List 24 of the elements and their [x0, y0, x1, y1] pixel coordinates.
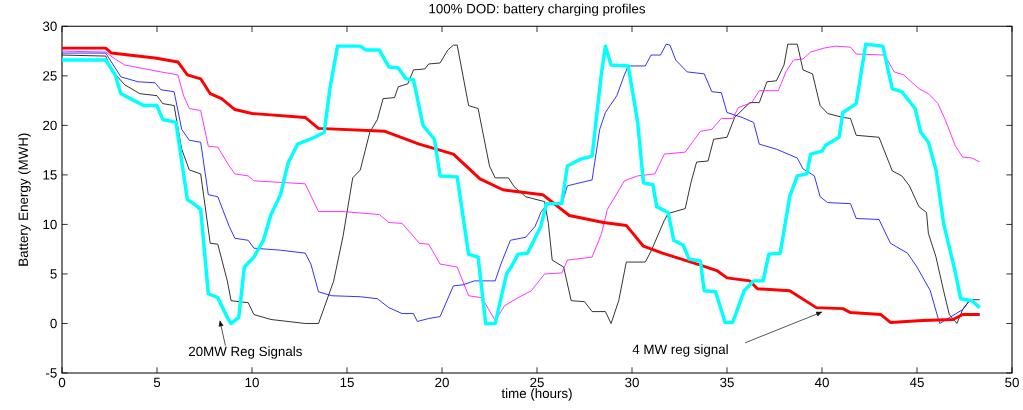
y-tick-label: -5 — [46, 368, 57, 378]
chart-title: 100% DOD: battery charging profiles — [429, 3, 646, 17]
y-tick-label: 20 — [43, 120, 57, 131]
x-tick-label: 20 — [435, 377, 449, 388]
y-tick-label: 5 — [50, 269, 57, 279]
y-tick-label: 15 — [43, 170, 57, 180]
y-tick-label: 10 — [43, 219, 57, 230]
x-tick-label: 50 — [1005, 377, 1019, 388]
x-tick-label: 15 — [340, 377, 354, 388]
x-axis-title: time (hours) — [501, 388, 572, 401]
annotation: 4 MW reg signal — [632, 344, 728, 357]
x-tick-label: 0 — [58, 377, 66, 388]
x-tick-label: 5 — [153, 377, 161, 388]
annotation: 20MW Reg Signals — [188, 346, 302, 359]
x-tick-label: 10 — [245, 377, 259, 388]
y-tick-label: 0 — [50, 318, 57, 329]
x-tick-label: 35 — [720, 377, 734, 388]
x-tick-label: 25 — [530, 377, 544, 388]
x-tick-label: 40 — [814, 377, 829, 388]
y-tick-label: 30 — [42, 21, 57, 32]
x-tick-label: 30 — [625, 377, 639, 388]
x-tick-label: 45 — [909, 377, 924, 388]
y-tick-label: 25 — [43, 71, 57, 81]
y-axis-title: Battery Energy (MWH) — [18, 133, 31, 266]
